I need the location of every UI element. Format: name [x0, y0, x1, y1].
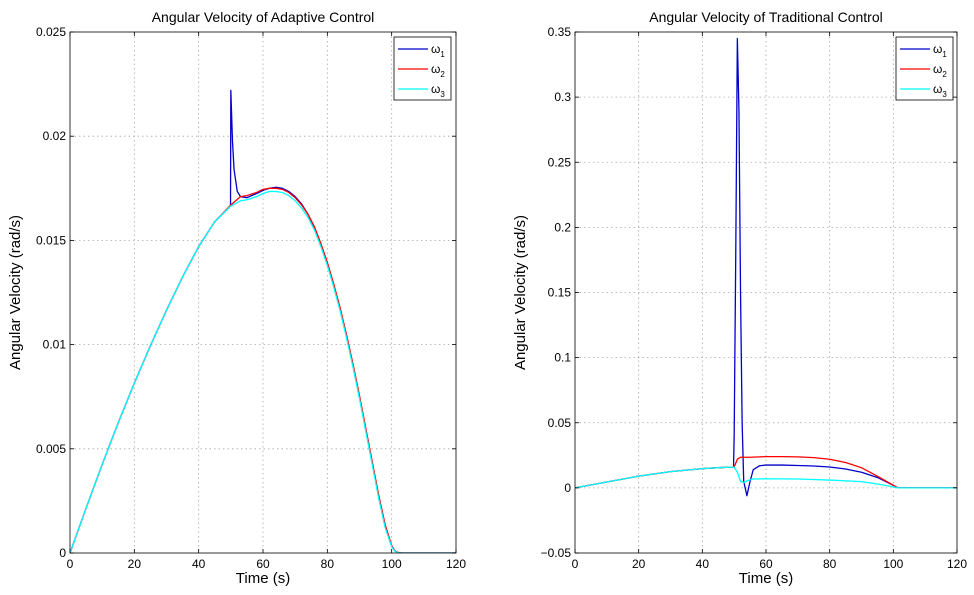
- legend-label-1: ω1: [431, 42, 445, 59]
- x-axis-label: Time (s): [739, 570, 793, 587]
- x-tick-label: 80: [823, 557, 837, 571]
- legend-label-2: ω2: [933, 62, 947, 79]
- x-tick-label: 40: [696, 557, 710, 571]
- legend-label-base: ω: [431, 42, 440, 56]
- y-tick-label: 0.01: [43, 338, 67, 352]
- legend-label-base: ω: [933, 82, 942, 96]
- y-axis-label: Angular Velocity (rad/s): [512, 215, 529, 370]
- y-tick-label: 0.015: [36, 233, 66, 247]
- y-tick-label: −0.05: [541, 546, 572, 560]
- x-tick-label: 0: [572, 557, 579, 571]
- x-tick-label: 100: [883, 557, 903, 571]
- x-tick-label: 120: [947, 557, 967, 571]
- y-tick-label: 0: [59, 546, 66, 560]
- x-tick-label: 60: [759, 557, 773, 571]
- legend-label-sub: 1: [942, 50, 947, 59]
- y-tick-label: 0: [564, 481, 571, 495]
- x-axis-label: Time (s): [236, 570, 290, 587]
- y-tick-label: 0.1: [554, 351, 571, 365]
- legend-label-3: ω3: [431, 82, 445, 99]
- legend-label-sub: 1: [440, 50, 445, 59]
- series-line-3: [575, 466, 957, 489]
- x-tick-label: 0: [67, 557, 74, 571]
- legend-label-2: ω2: [431, 62, 445, 79]
- legend-label-base: ω: [431, 82, 440, 96]
- series-line-3: [70, 190, 456, 553]
- x-tick-label: 80: [321, 557, 335, 571]
- chart-title: Angular Velocity of Traditional Control: [649, 9, 882, 25]
- y-axis-label: Angular Velocity (rad/s): [7, 215, 24, 370]
- y-tick-label: 0.05: [548, 416, 572, 430]
- chart-title: Angular Velocity of Adaptive Control: [152, 9, 375, 25]
- x-tick-label: 60: [256, 557, 270, 571]
- y-tick-label: 0.25: [548, 155, 572, 169]
- y-tick-label: 0.005: [36, 442, 66, 456]
- y-tick-label: 0.02: [43, 129, 67, 143]
- y-tick-label: 0.025: [36, 25, 66, 39]
- legend-label-sub: 3: [942, 90, 947, 99]
- legend-label-3: ω3: [933, 82, 947, 99]
- legend-label-base: ω: [933, 62, 942, 76]
- x-tick-label: 40: [192, 557, 206, 571]
- legend-label-sub: 2: [942, 70, 947, 79]
- x-tick-label: 20: [128, 557, 142, 571]
- x-tick-label: 100: [382, 557, 402, 571]
- y-tick-label: 0.2: [554, 220, 571, 234]
- x-tick-label: 120: [446, 557, 466, 571]
- legend-label-sub: 2: [440, 70, 445, 79]
- x-tick-label: 20: [632, 557, 646, 571]
- legend-label-base: ω: [933, 42, 942, 56]
- legend-label-sub: 3: [440, 90, 445, 99]
- y-tick-label: 0.15: [548, 286, 572, 300]
- y-tick-label: 0.3: [554, 90, 571, 104]
- chart-2: Angular Velocity of Traditional Control 0…: [512, 9, 967, 587]
- y-tick-label: 0.35: [548, 25, 572, 39]
- legend-label-base: ω: [431, 62, 440, 76]
- series-line-1: [70, 89, 456, 553]
- plot-frame: [69, 31, 457, 554]
- legend-label-1: ω1: [933, 42, 947, 59]
